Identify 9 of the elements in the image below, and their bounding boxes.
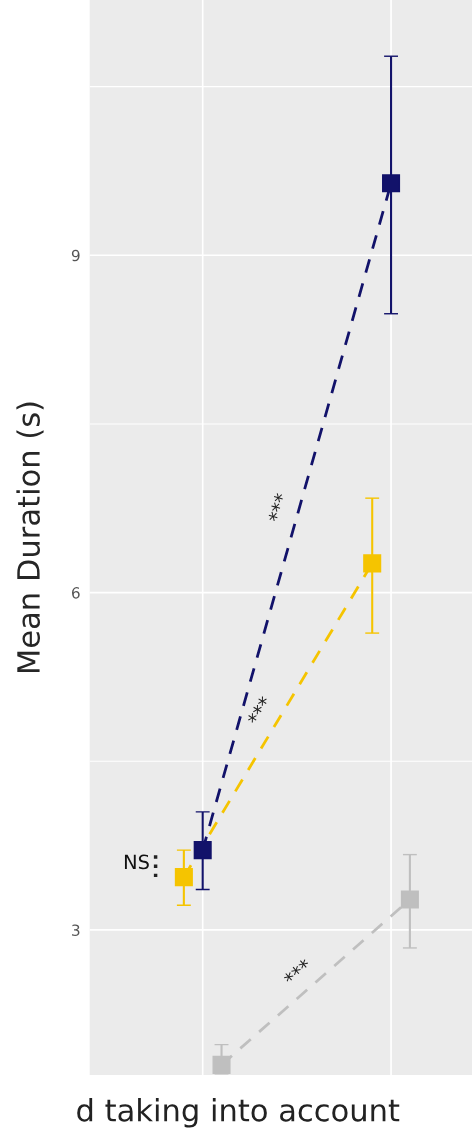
y-axis-title: Mean Duration (s) — [16, 402, 44, 673]
annotation: *** — [282, 957, 310, 983]
annotation: NS — [124, 854, 149, 870]
annotation: *** — [246, 695, 269, 724]
text: d taking into account — [77, 1098, 400, 1128]
y-tick-label: 3 — [72, 924, 80, 936]
y-tick-label: 6 — [72, 587, 80, 599]
y-tick-label: 9 — [71, 249, 80, 262]
annotation: *** — [267, 492, 284, 522]
